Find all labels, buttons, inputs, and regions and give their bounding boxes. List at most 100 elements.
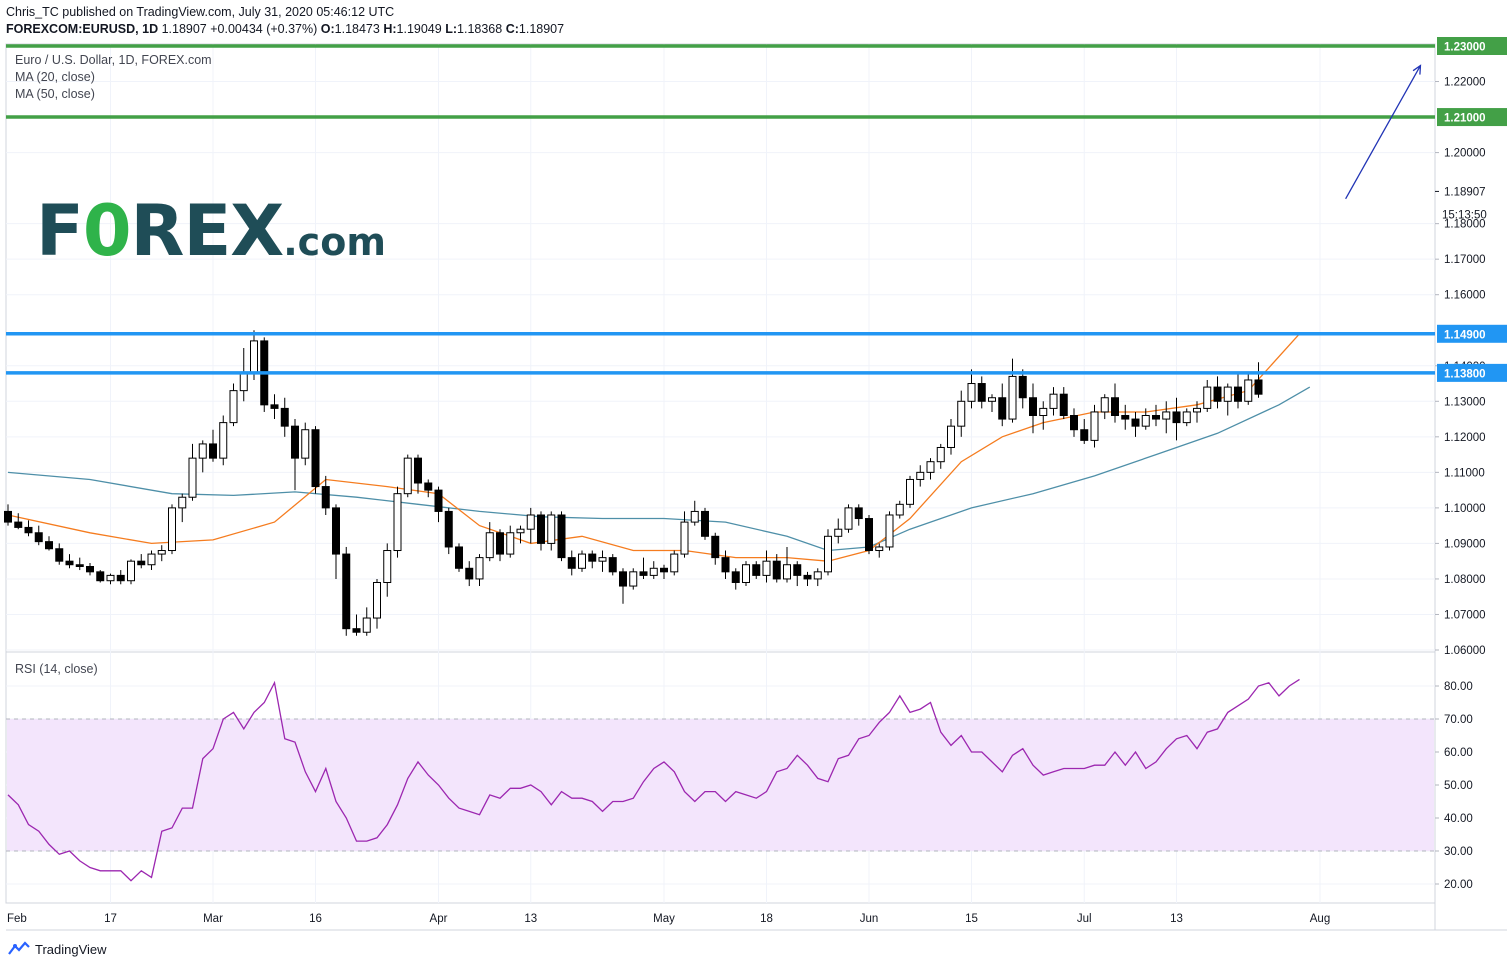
candle-body (1090, 411, 1099, 441)
candle-body (844, 507, 853, 530)
candle-body (403, 457, 412, 495)
price-tick-label: 1.12000 (1444, 432, 1486, 444)
candle-body (1018, 375, 1027, 399)
candle-body (567, 557, 576, 569)
candle-body (332, 507, 340, 555)
candle-body (127, 560, 135, 582)
candle-body (270, 404, 279, 409)
level-label: 1.14900 (1444, 329, 1486, 341)
candle-body (1254, 379, 1263, 395)
rsi-tick-label: 60.00 (1444, 747, 1473, 759)
candle-body (793, 564, 802, 576)
time-tick-label: 17 (104, 913, 117, 925)
ma20-legend[interactable]: MA (20, close) (15, 70, 95, 84)
logo-o: 0 (82, 190, 132, 272)
candle-body (24, 526, 33, 534)
candle-body (762, 560, 771, 576)
change-value: +0.00434 (+0.37%) (210, 22, 318, 36)
price-tick-label: 1.16000 (1444, 290, 1486, 302)
tradingview-footer[interactable]: TradingView (8, 941, 107, 957)
candle-body (885, 514, 894, 548)
candle-body (188, 457, 197, 498)
candle-body (496, 532, 504, 555)
candle-body (752, 564, 761, 576)
candle-body (434, 489, 443, 512)
candle-body (680, 521, 689, 555)
candle-body (670, 553, 679, 573)
candle-body (239, 372, 248, 392)
time-tick-label: May (653, 913, 675, 925)
logo-f: F (36, 190, 84, 272)
candle-body (14, 521, 23, 528)
rsi-band (7, 719, 1434, 851)
candle-body (742, 564, 750, 583)
candle-body (506, 532, 515, 555)
candle-body (557, 514, 566, 559)
time-tick-label: 16 (309, 913, 322, 925)
rsi-legend[interactable]: RSI (14, close) (15, 662, 98, 676)
ma50-legend[interactable]: MA (50, close) (15, 87, 95, 101)
price-tick-label: 1.07000 (1444, 609, 1486, 621)
candle-body (1080, 429, 1089, 441)
candle-body (526, 514, 535, 530)
candle-body (75, 564, 84, 568)
candle-body (906, 478, 914, 505)
price-tick-label: 1.08000 (1444, 574, 1486, 586)
candle-body (342, 553, 351, 630)
candle-body (619, 571, 627, 587)
projection-arrow-line (1345, 65, 1422, 200)
ma50-line (7, 386, 1311, 552)
rsi-tick-label: 20.00 (1444, 879, 1473, 891)
low-value: 1.18368 (457, 22, 503, 36)
high-value: 1.19049 (396, 22, 442, 36)
candle-body (55, 548, 64, 562)
candle-body (250, 340, 258, 374)
candle-body (690, 510, 699, 523)
logo-rex: REX (130, 190, 285, 272)
candle-body (629, 571, 638, 587)
candle-body (721, 557, 730, 573)
series-title[interactable]: Euro / U.S. Dollar, 1D, FOREX.com (15, 53, 212, 67)
rsi-tick-label: 30.00 (1444, 846, 1473, 858)
candle-body (1070, 415, 1078, 431)
countdown-label: 15:13:50 (1442, 209, 1487, 221)
candle-body (96, 571, 105, 582)
candle-body (1121, 415, 1130, 420)
level-label-bg (1437, 37, 1507, 55)
candle-body (537, 514, 545, 544)
candle-body (1100, 397, 1109, 413)
candle-body (414, 457, 422, 484)
candle-body (352, 628, 361, 633)
candle-body (147, 553, 156, 566)
level-label-bg (1437, 363, 1507, 382)
candle-body (701, 510, 709, 537)
candle-body (711, 535, 720, 559)
price-tick-label: 1.20000 (1444, 148, 1486, 160)
candle-body (813, 571, 822, 580)
candle-body (291, 425, 299, 459)
publisher-line: Chris_TC published on TradingView.com, J… (6, 5, 395, 19)
candle-body (783, 564, 791, 580)
candle-body (977, 383, 986, 402)
candle-body (444, 510, 453, 548)
candle-body (393, 493, 402, 552)
rsi-tick-label: 50.00 (1444, 780, 1473, 792)
candle-body (1131, 418, 1140, 427)
candle-body (301, 429, 310, 459)
candle-body (311, 429, 320, 488)
candle-body (547, 514, 556, 544)
level-label: 1.21000 (1444, 113, 1486, 125)
level-label: 1.13800 (1444, 368, 1486, 380)
forex-logo: F0REX.com (36, 190, 386, 272)
symbol-quote-line: FOREXCOM:EURUSD, 1D 1.18907 +0.00434 (+0… (6, 22, 564, 36)
tradingview-brand: TradingView (35, 941, 107, 957)
price-tick-label: 1.09000 (1444, 538, 1486, 550)
candle-body (86, 566, 94, 573)
candle-body (157, 550, 166, 555)
candle-body (875, 546, 884, 552)
candle-body (1244, 379, 1253, 402)
rsi-line (7, 678, 1300, 882)
candle-body (865, 518, 873, 552)
candle-body (475, 557, 484, 580)
